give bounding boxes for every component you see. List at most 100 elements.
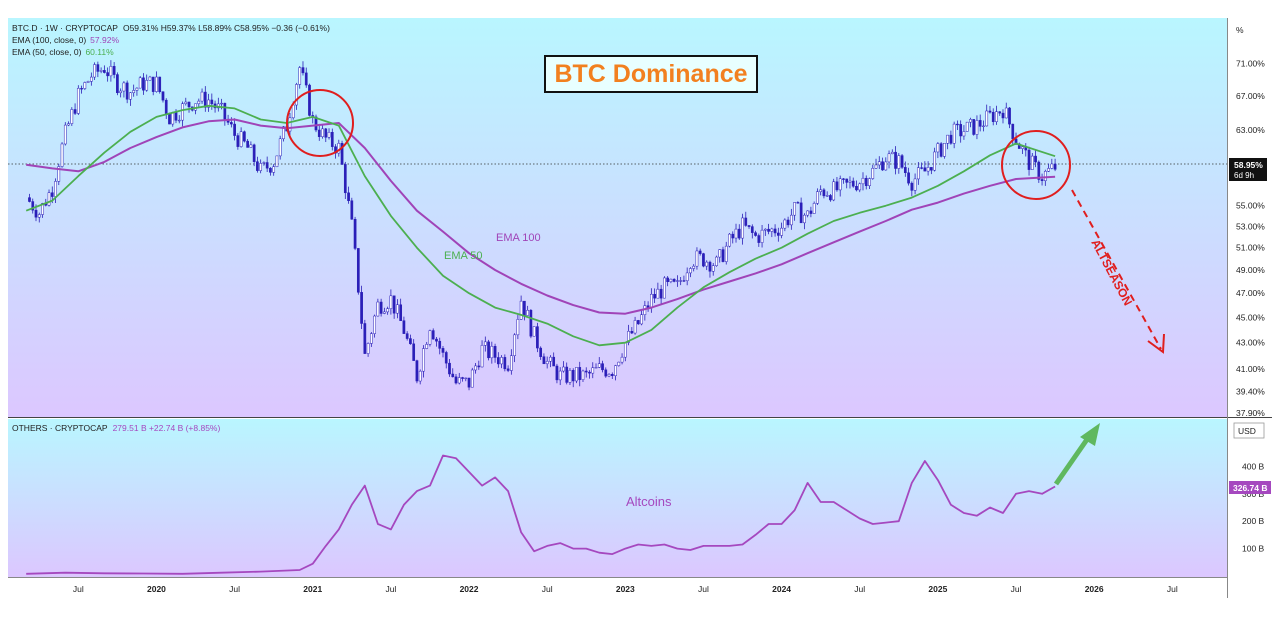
candle bbox=[965, 121, 969, 132]
candle bbox=[330, 132, 334, 147]
candle bbox=[822, 189, 826, 197]
candle bbox=[806, 210, 809, 216]
candle bbox=[724, 245, 728, 262]
time-axis-bg bbox=[8, 577, 1272, 598]
candle bbox=[60, 143, 64, 167]
candle bbox=[487, 341, 490, 359]
price-axis[interactable]: 71.00%67.00%63.00%59.00%55.00%53.00%51.0… bbox=[1236, 58, 1265, 418]
candle bbox=[28, 197, 31, 202]
candle bbox=[418, 370, 422, 382]
others-line-group bbox=[26, 454, 1056, 575]
candle bbox=[913, 178, 917, 191]
candle bbox=[76, 88, 80, 114]
last-others-badge bbox=[1229, 481, 1271, 494]
candle bbox=[125, 82, 129, 100]
ema50-annotation: EMA 50 bbox=[444, 250, 483, 262]
candle bbox=[640, 314, 643, 325]
candle bbox=[490, 346, 494, 359]
ema100-legend[interactable]: EMA (100, close, 0) 57.92% bbox=[12, 35, 119, 45]
candle bbox=[783, 219, 787, 229]
time-tick-label: Jul bbox=[73, 584, 84, 594]
candle bbox=[386, 308, 389, 313]
candle bbox=[982, 125, 985, 127]
candle bbox=[148, 76, 152, 81]
candle bbox=[910, 182, 914, 191]
candle bbox=[239, 131, 243, 147]
candle bbox=[920, 167, 923, 169]
time-tick-label: 2023 bbox=[616, 584, 635, 594]
chart-svg[interactable]: BTC.D · 1W · CRYPTOCAP O59.31% H59.37% L5… bbox=[8, 18, 1272, 598]
candle bbox=[376, 301, 380, 317]
time-tick-label: 2020 bbox=[147, 584, 166, 594]
candle bbox=[70, 109, 74, 124]
candle bbox=[516, 319, 520, 336]
candle bbox=[275, 155, 279, 167]
candle bbox=[1043, 171, 1047, 181]
time-tick-label: 2025 bbox=[928, 584, 947, 594]
candle bbox=[448, 362, 451, 375]
ema50-legend[interactable]: EMA (50, close, 0) 60.11% bbox=[12, 47, 114, 57]
candle bbox=[555, 365, 559, 381]
candle bbox=[972, 119, 976, 135]
candle bbox=[796, 202, 800, 204]
sub-axis-unit: USD bbox=[1238, 426, 1256, 436]
main-legend[interactable]: BTC.D · 1W · CRYPTOCAP O59.31% H59.37% L5… bbox=[12, 23, 330, 33]
candle bbox=[138, 77, 142, 89]
candle bbox=[353, 218, 357, 249]
candle bbox=[933, 151, 936, 171]
candle bbox=[591, 367, 595, 374]
candle bbox=[998, 111, 1002, 114]
time-axis[interactable]: Jul 2020 Jul 2021 Jul 2022 Jul 2023 Jul 2024 Jul 20… bbox=[73, 584, 1178, 594]
usd-unit-box[interactable] bbox=[1233, 422, 1265, 439]
candle bbox=[809, 210, 813, 214]
others-legend[interactable]: OTHERS · CRYPTOCAP 279.51 B +22.74 B (+8.… bbox=[12, 423, 220, 433]
time-tick-label: Jul bbox=[542, 584, 553, 594]
ema50-line bbox=[25, 104, 1056, 347]
candle bbox=[80, 88, 83, 90]
candle bbox=[597, 363, 601, 368]
time-tick-label: Jul bbox=[1011, 584, 1022, 594]
time-tick-label: 2022 bbox=[460, 584, 479, 594]
candle bbox=[230, 122, 233, 125]
candle bbox=[825, 195, 829, 197]
candle bbox=[835, 181, 839, 191]
candle bbox=[526, 309, 529, 316]
last-price-badge bbox=[1229, 158, 1267, 181]
candle bbox=[871, 168, 875, 179]
candle bbox=[874, 164, 878, 169]
candle bbox=[236, 135, 240, 147]
price-tick-label: 37.90% bbox=[1236, 408, 1265, 418]
candle bbox=[99, 70, 103, 72]
candle bbox=[210, 99, 214, 105]
candle bbox=[767, 228, 770, 232]
sub-pane-bg bbox=[8, 419, 1227, 577]
candle bbox=[252, 144, 256, 162]
candle bbox=[890, 151, 894, 155]
candle bbox=[663, 277, 666, 299]
candle bbox=[161, 91, 165, 101]
candle bbox=[343, 164, 347, 194]
time-tick-label: Jul bbox=[385, 584, 396, 594]
candle bbox=[816, 191, 819, 204]
candle bbox=[41, 203, 44, 215]
candle bbox=[174, 112, 178, 121]
candle bbox=[1050, 163, 1054, 169]
candle bbox=[760, 229, 764, 243]
countdown-label: 6d 9h bbox=[1234, 171, 1254, 180]
candle bbox=[207, 99, 210, 108]
candle bbox=[256, 161, 259, 171]
candle bbox=[435, 338, 438, 342]
candle bbox=[155, 76, 158, 92]
candle bbox=[617, 361, 621, 366]
candle bbox=[633, 320, 637, 334]
candle bbox=[392, 295, 396, 314]
candle bbox=[265, 162, 269, 169]
candle bbox=[679, 280, 683, 282]
candle bbox=[689, 268, 692, 274]
candle bbox=[220, 102, 223, 105]
sub-tick-label: 100 B bbox=[1242, 544, 1265, 554]
candle bbox=[464, 377, 468, 380]
candle bbox=[848, 180, 852, 183]
candle bbox=[1027, 149, 1031, 170]
candle bbox=[894, 151, 897, 169]
